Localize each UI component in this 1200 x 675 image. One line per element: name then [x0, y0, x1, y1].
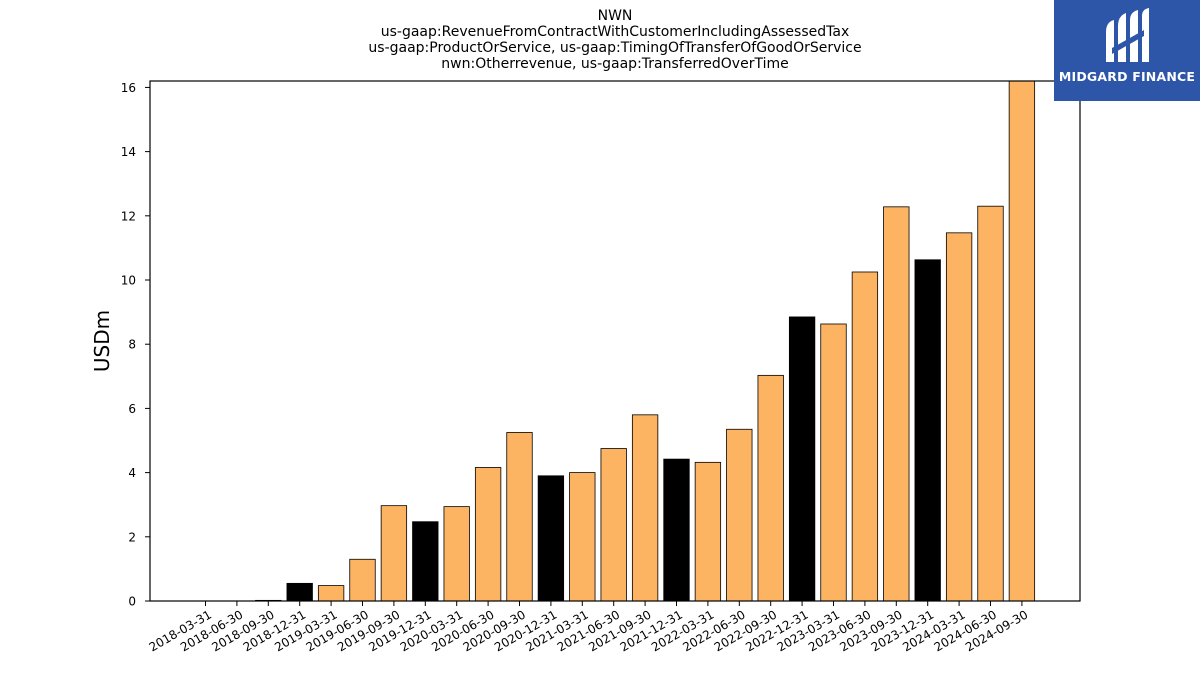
chart-title-line-2: us-gaap:RevenueFromContractWithCustomerI… [380, 24, 850, 40]
bar-2021-12-31 [663, 458, 690, 602]
y-tick-label-2: 2 [128, 530, 136, 544]
bar-2021-09-30 [631, 414, 659, 602]
bar-2022-09-30 [757, 374, 784, 602]
bar-2024-09-30 [1008, 80, 1036, 602]
bar-2021-06-30 [600, 448, 627, 602]
y-tick-label-10: 10 [121, 274, 136, 288]
bar-2023-03-31 [820, 323, 847, 602]
bar-2020-03-31 [443, 506, 470, 602]
bar-2023-06-30 [851, 271, 879, 602]
bars-group [255, 80, 1036, 602]
bar-2019-12-31 [412, 521, 439, 602]
bar-2019-06-30 [349, 558, 376, 602]
chart-title-line-1: NWN [597, 8, 633, 24]
chart-title-line-4: nwn:Otherrevenue, us-gaap:TransferredOve… [441, 56, 789, 72]
y-tick-label-4: 4 [128, 466, 136, 480]
plot-frame [149, 80, 1081, 602]
bar-2018-12-31 [286, 582, 313, 602]
logo-text: MIDGARD FINANCE [1058, 69, 1196, 84]
y-tick-label-0: 0 [128, 595, 136, 609]
bar-2023-12-31 [914, 259, 941, 602]
bar-2024-03-31 [945, 232, 973, 602]
bar-2024-06-30 [977, 205, 1004, 602]
midgard-logo-icon [1106, 8, 1149, 62]
bar-2019-09-30 [380, 505, 408, 602]
y-tick-label-16: 16 [121, 81, 136, 95]
x-axis: 2018-03-312018-06-302018-09-302018-12-31… [147, 601, 1030, 654]
y-tick-label-8: 8 [128, 338, 136, 352]
chart-title-line-3: us-gaap:ProductOrService, us-gaap:Timing… [368, 40, 862, 56]
bar-2022-03-31 [694, 461, 722, 602]
midgard-finance-logo: MIDGARD FINANCE [1054, 0, 1200, 101]
y-tick-label-6: 6 [128, 402, 136, 416]
bar-2023-09-30 [883, 206, 910, 602]
y-axis: 0 2 4 6 8 10 12 14 16 [121, 81, 150, 609]
bar-2020-09-30 [506, 432, 533, 602]
bar-2020-12-31 [537, 475, 565, 602]
bar-2022-12-31 [788, 316, 816, 602]
y-tick-label-12: 12 [121, 209, 136, 223]
bar-2021-03-31 [569, 472, 596, 602]
y-axis-label: USDm [90, 310, 114, 372]
bar-2022-06-30 [726, 428, 753, 602]
bar-2019-03-31 [317, 585, 345, 602]
bar-2020-06-30 [474, 467, 502, 602]
y-tick-label-14: 14 [121, 145, 136, 159]
